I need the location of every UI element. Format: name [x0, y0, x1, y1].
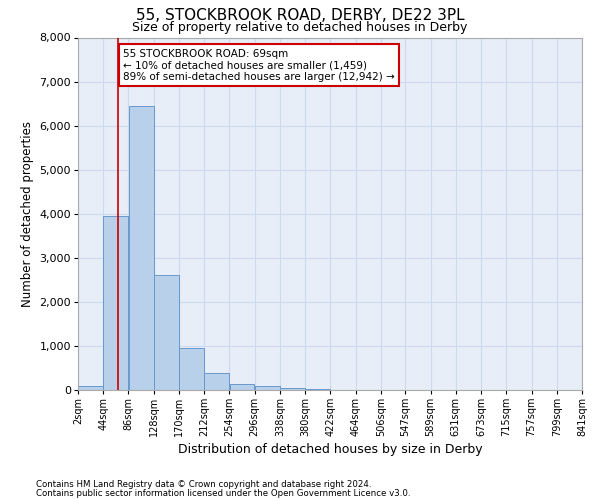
Y-axis label: Number of detached properties: Number of detached properties [21, 120, 34, 306]
Bar [205, 374, 229, 390]
Text: 55, STOCKBROOK ROAD, DERBY, DE22 3PL: 55, STOCKBROOK ROAD, DERBY, DE22 3PL [136, 8, 464, 23]
X-axis label: Distribution of detached houses by size in Derby: Distribution of detached houses by size … [178, 444, 482, 456]
Bar [230, 384, 254, 390]
Bar [128, 106, 154, 390]
Bar [179, 348, 204, 390]
Bar [78, 386, 103, 390]
Text: 55 STOCKBROOK ROAD: 69sqm
← 10% of detached houses are smaller (1,459)
89% of se: 55 STOCKBROOK ROAD: 69sqm ← 10% of detac… [123, 48, 395, 82]
Text: Size of property relative to detached houses in Derby: Size of property relative to detached ho… [133, 21, 467, 34]
Bar [280, 388, 305, 390]
Bar [103, 216, 128, 390]
Text: Contains HM Land Registry data © Crown copyright and database right 2024.: Contains HM Land Registry data © Crown c… [36, 480, 371, 489]
Bar [154, 276, 179, 390]
Bar [255, 386, 280, 390]
Bar [305, 389, 330, 390]
Text: Contains public sector information licensed under the Open Government Licence v3: Contains public sector information licen… [36, 488, 410, 498]
